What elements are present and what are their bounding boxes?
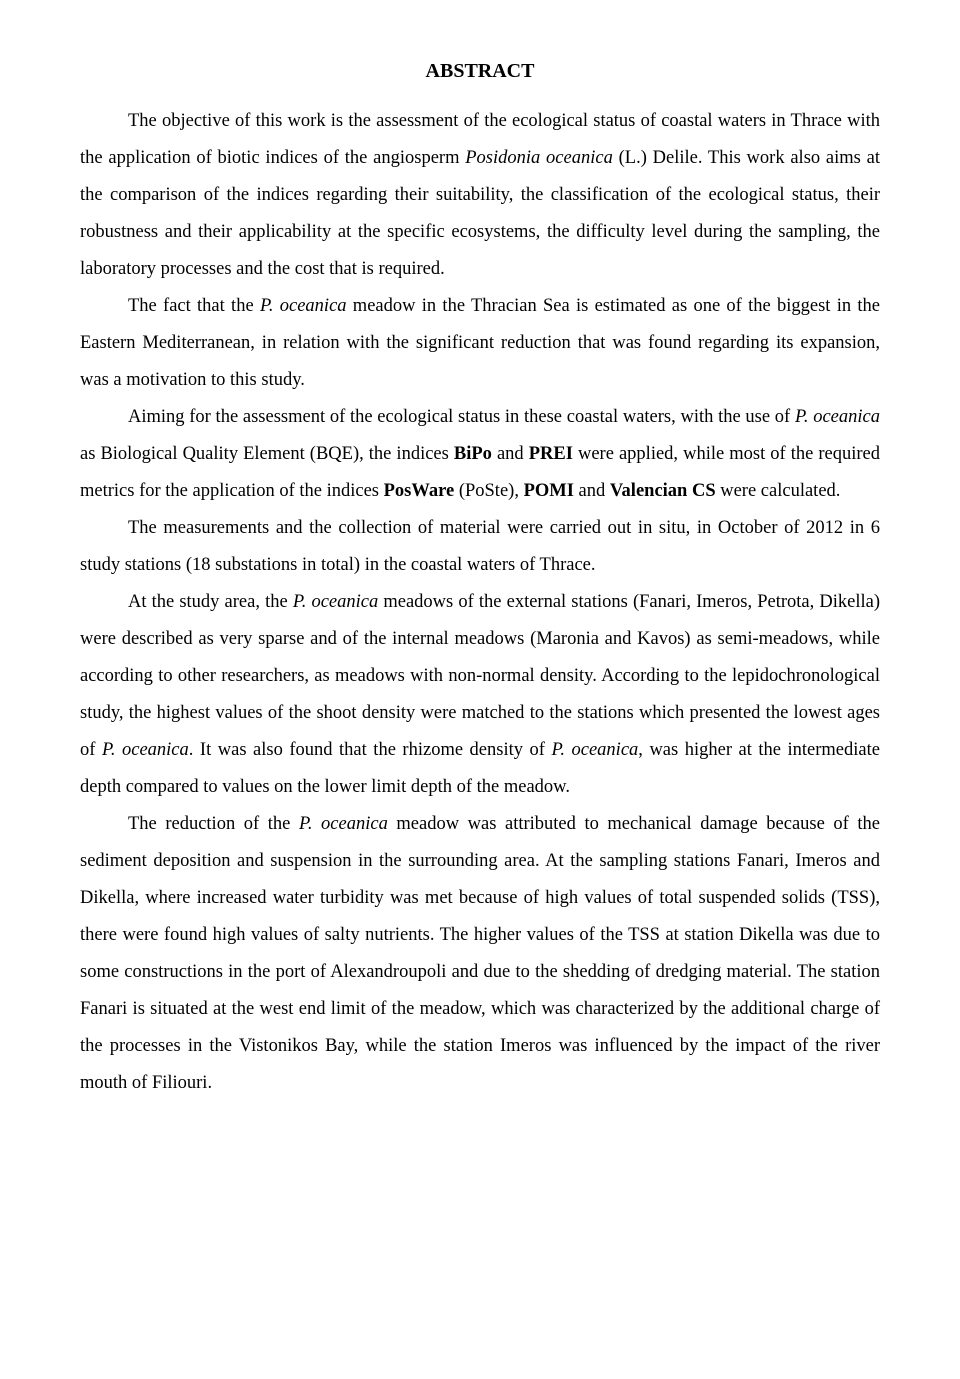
text: At the study area, the (128, 592, 293, 612)
text: meadows of the external stations (Fanari… (80, 592, 880, 760)
index-name: PosWare (384, 481, 455, 501)
text: meadow was attributed to mechanical dama… (80, 814, 880, 1093)
index-name: POMI (524, 481, 574, 501)
index-name: Valencian CS (610, 481, 716, 501)
paragraph-1: The objective of this work is the assess… (80, 103, 880, 288)
text: The measurements and the collection of m… (80, 518, 880, 575)
abstract-title: ABSTRACT (80, 60, 880, 83)
text: and (574, 481, 610, 501)
species-name: P. oceanica (102, 740, 189, 760)
paragraph-4: The measurements and the collection of m… (80, 510, 880, 584)
species-name: P. oceanica (551, 740, 638, 760)
paragraph-2: The fact that the P. oceanica meadow in … (80, 288, 880, 399)
index-name: PREI (529, 444, 573, 464)
text: were calculated. (716, 481, 841, 501)
species-name: Posidonia oceanica (465, 148, 613, 168)
text: Aiming for the assessment of the ecologi… (128, 407, 795, 427)
index-name: BiPo (454, 444, 492, 464)
paragraph-3: Aiming for the assessment of the ecologi… (80, 399, 880, 510)
text: as Biological Quality Element (BQE), the… (80, 444, 454, 464)
species-name: P. oceanica (299, 814, 388, 834)
page: ABSTRACT The objective of this work is t… (0, 0, 960, 1142)
species-name: P. oceanica (260, 296, 347, 316)
paragraph-6: The reduction of the P. oceanica meadow … (80, 806, 880, 1102)
species-name: P. oceanica (795, 407, 880, 427)
text: (PoSte), (454, 481, 523, 501)
text: The reduction of the (128, 814, 299, 834)
paragraph-5: At the study area, the P. oceanica meado… (80, 584, 880, 806)
text: and (492, 444, 529, 464)
text: The fact that the (128, 296, 260, 316)
text: . It was also found that the rhizome den… (189, 740, 552, 760)
species-name: P. oceanica (293, 592, 378, 612)
